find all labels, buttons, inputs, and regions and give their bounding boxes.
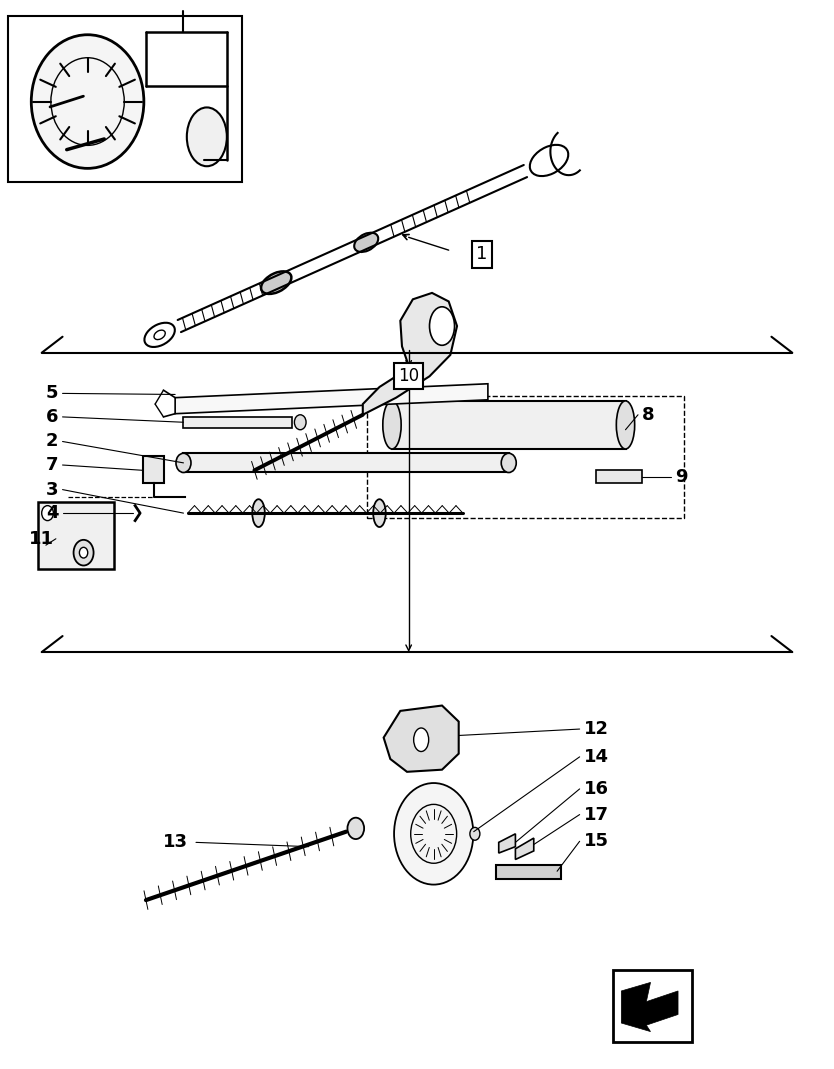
Bar xyxy=(367,396,684,518)
Text: 17: 17 xyxy=(584,806,609,823)
Bar xyxy=(392,401,626,449)
Ellipse shape xyxy=(144,323,175,347)
Ellipse shape xyxy=(501,453,516,472)
Polygon shape xyxy=(175,384,488,414)
Bar xyxy=(8,16,242,182)
Text: 15: 15 xyxy=(584,833,609,850)
Ellipse shape xyxy=(73,540,93,566)
Text: 10: 10 xyxy=(398,368,420,385)
Text: 4: 4 xyxy=(46,505,58,522)
Text: 12: 12 xyxy=(584,721,609,738)
Bar xyxy=(38,502,114,569)
Text: 7: 7 xyxy=(46,456,58,474)
Text: 16: 16 xyxy=(584,780,609,797)
Ellipse shape xyxy=(470,827,480,840)
Ellipse shape xyxy=(252,499,265,527)
Text: 8: 8 xyxy=(642,406,655,423)
Bar xyxy=(183,417,292,428)
Ellipse shape xyxy=(394,783,474,885)
Text: 2: 2 xyxy=(46,433,58,450)
Ellipse shape xyxy=(79,547,88,558)
Ellipse shape xyxy=(383,401,401,449)
Text: 11: 11 xyxy=(29,530,54,547)
Ellipse shape xyxy=(261,272,291,294)
Text: 6: 6 xyxy=(46,408,58,425)
Polygon shape xyxy=(363,293,457,415)
Bar xyxy=(613,970,692,1042)
Ellipse shape xyxy=(414,728,429,752)
Polygon shape xyxy=(499,834,515,853)
Text: 13: 13 xyxy=(163,834,188,851)
Ellipse shape xyxy=(616,401,635,449)
Bar xyxy=(496,865,561,879)
Ellipse shape xyxy=(187,107,227,166)
Polygon shape xyxy=(384,706,459,772)
Bar xyxy=(596,470,642,483)
Text: 14: 14 xyxy=(584,748,609,765)
Circle shape xyxy=(42,506,53,521)
Ellipse shape xyxy=(530,145,568,176)
Polygon shape xyxy=(515,838,534,859)
Ellipse shape xyxy=(32,34,143,168)
Bar xyxy=(143,456,164,483)
Text: 1: 1 xyxy=(476,246,488,263)
Text: 5: 5 xyxy=(46,385,58,402)
Ellipse shape xyxy=(348,818,364,839)
Text: 3: 3 xyxy=(46,481,58,498)
Ellipse shape xyxy=(374,499,385,527)
Bar xyxy=(183,453,509,472)
Ellipse shape xyxy=(176,453,191,472)
Ellipse shape xyxy=(294,415,306,430)
Ellipse shape xyxy=(354,233,379,252)
Ellipse shape xyxy=(430,307,455,345)
Text: 9: 9 xyxy=(676,468,688,485)
Polygon shape xyxy=(621,982,678,1032)
